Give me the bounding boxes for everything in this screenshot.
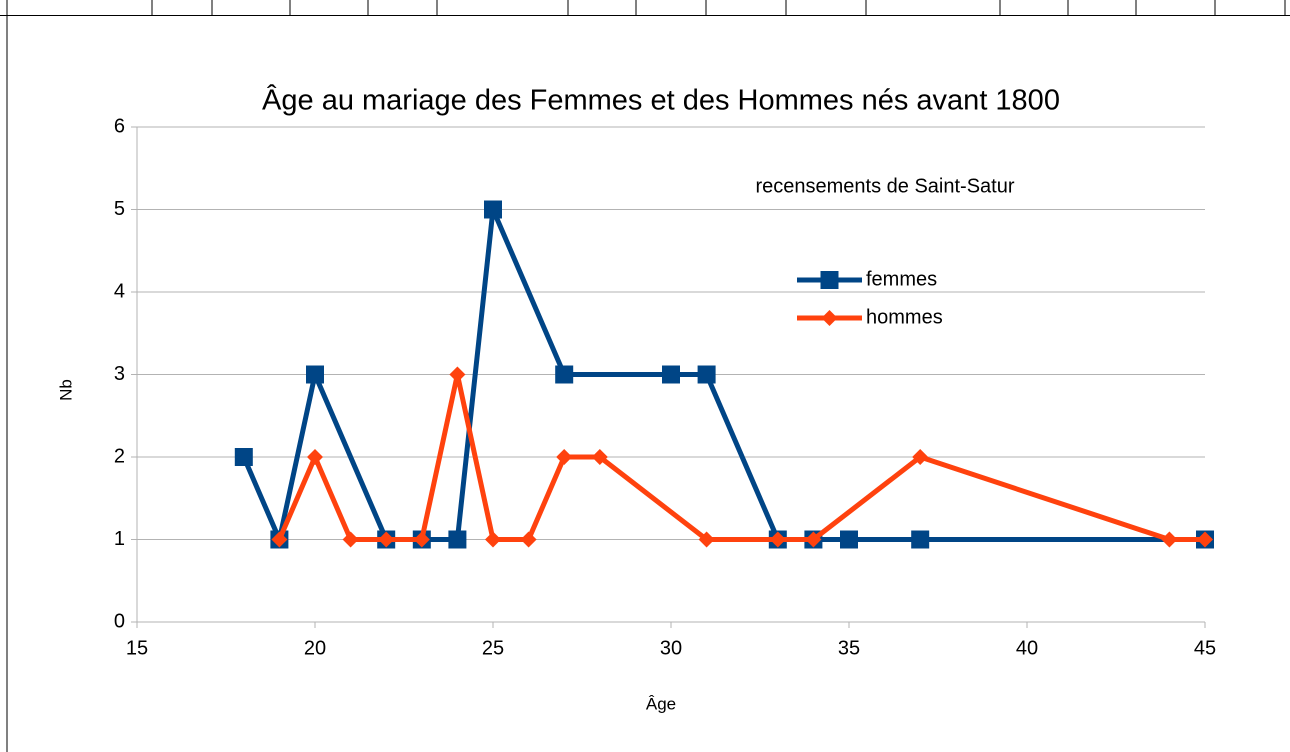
marker	[698, 531, 715, 548]
x-tick-label: 40	[1016, 637, 1038, 659]
x-tick-label: 15	[126, 637, 148, 659]
marker	[556, 449, 573, 465]
marker	[449, 366, 466, 383]
marker	[912, 449, 929, 465]
marker	[820, 271, 839, 289]
marker	[234, 448, 253, 466]
x-tick-label: 25	[482, 637, 504, 659]
chart-title: Âge au mariage des Femmes et des Hommes …	[262, 84, 1060, 117]
y-tick-label: 0	[114, 610, 125, 632]
marker	[306, 365, 324, 384]
y-tick-label: 2	[114, 445, 125, 467]
annotation: recensements de Saint-Satur	[755, 175, 1014, 197]
marker	[911, 530, 930, 549]
marker	[662, 365, 680, 384]
y-tick-label: 5	[114, 198, 125, 220]
marker	[697, 365, 716, 384]
marker	[307, 449, 323, 465]
legend-label: hommes	[866, 306, 943, 328]
marker	[448, 530, 467, 549]
marker	[485, 531, 501, 548]
x-tick-label: 20	[304, 637, 326, 659]
marker	[1161, 531, 1178, 548]
marker	[520, 531, 537, 548]
marker	[413, 531, 430, 548]
marker	[769, 531, 786, 548]
x-tick-label: 35	[838, 637, 860, 659]
y-tick-label: 6	[114, 115, 125, 137]
y-tick-label: 4	[114, 280, 125, 302]
series-line	[277, 372, 1205, 542]
marker	[591, 449, 608, 465]
marker	[805, 531, 822, 548]
y-axis-label: Nb	[56, 379, 75, 401]
legend-label: femmes	[866, 268, 937, 290]
marker	[821, 310, 838, 326]
marker	[271, 531, 288, 548]
marker	[840, 530, 858, 549]
marker	[555, 365, 574, 384]
y-tick-label: 1	[114, 528, 125, 550]
y-tick-label: 3	[114, 363, 125, 385]
marker	[1197, 531, 1213, 548]
marker	[342, 531, 359, 548]
x-axis-label: Âge	[646, 694, 676, 713]
x-tick-label: 30	[660, 637, 682, 659]
marker	[484, 200, 502, 219]
marker	[378, 531, 395, 548]
x-tick-label: 45	[1194, 637, 1216, 659]
